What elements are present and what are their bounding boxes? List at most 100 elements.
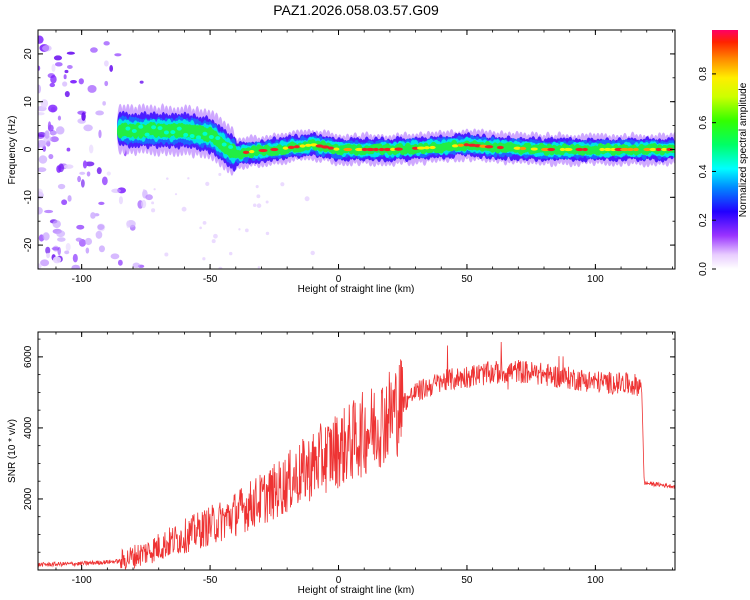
spectrogram-speck (229, 251, 233, 256)
spectrogram-peak-cell (620, 147, 630, 152)
spectrogram-noise-blob (86, 171, 91, 177)
spectrogram-peak-cell (547, 147, 556, 152)
spectrogram-ridge-highlight (138, 124, 144, 129)
spectrogram-peak-cell (365, 147, 375, 152)
spectrogram-y-tick-label: 0 (23, 146, 34, 152)
spectrogram-noise-blob (87, 84, 97, 93)
spectrogram-ridge-highlight (215, 136, 221, 141)
spectrogram-noise-blob (101, 176, 108, 186)
spectrogram-speck (244, 228, 249, 233)
spectrogram-noise-blob (109, 64, 114, 72)
spectrogram-noise-blob (55, 126, 65, 135)
spectrogram-noise-blob (57, 237, 66, 242)
spectrogram-ridge-highlight (221, 142, 227, 147)
spectrogram-noise-blob (102, 101, 106, 106)
spectrogram-noise-blob (118, 196, 124, 205)
spectrogram-peak-cell (496, 145, 504, 150)
spectrogram-noise-blob (38, 35, 44, 44)
spectrogram-peak-cell (540, 147, 551, 152)
spectrogram-ridge-highlight (144, 132, 150, 137)
spectrogram-peak-cell (582, 147, 588, 152)
spectrogram-noise-blob (65, 243, 71, 252)
spectrogram-peak-cell (626, 147, 634, 152)
spectrogram-y-tick-label: -10 (23, 190, 34, 205)
spectrogram-noise-blob (77, 175, 82, 183)
spectrogram-noise-blob (42, 232, 50, 241)
spectrogram-x-axis-label: Height of straight line (km) (298, 284, 415, 295)
spectrogram-noise-blob (98, 201, 105, 205)
spectrogram-peak-cell (610, 147, 617, 152)
spectrogram-peak-cell (416, 146, 426, 150)
spectrogram-peak-cell (457, 143, 464, 147)
spectrogram-noise-blob (84, 161, 88, 166)
spectrogram-ridge-highlight (183, 132, 189, 137)
spectrogram-noise-blob (81, 112, 86, 121)
chart-title: PAZ1.2026.058.03.57.G09 (273, 2, 439, 18)
spectrogram-noise-blob (78, 78, 84, 85)
spectrogram-noise-blob (103, 60, 109, 67)
spectrogram-noise-blob (132, 262, 141, 269)
spectrogram-peak-cell (394, 147, 403, 151)
spectrogram-peak-cell (563, 147, 573, 152)
spectrogram-speck (265, 200, 269, 204)
spectrogram-noise-blob (126, 220, 130, 229)
spectrogram-noise-blob (66, 65, 73, 70)
colorbar-tick-label: 0.2 (698, 213, 709, 227)
spectrogram-noise-blob (38, 65, 41, 71)
spectrogram-peak-cell (451, 144, 459, 148)
spectrogram-noise-blob (38, 112, 45, 116)
spectrogram-noise-blob (38, 140, 47, 148)
spectrogram-noise-blob (53, 55, 63, 61)
spectrogram-peak-cell (390, 147, 396, 151)
spectrogram-noise-blob (96, 167, 102, 175)
spectrogram-speck (164, 252, 169, 257)
spectrogram-speck (238, 228, 241, 231)
spectrogram-x-tick-label: 100 (587, 274, 604, 285)
spectrogram-ridge-highlight (189, 134, 195, 139)
spectrogram-noise-blob (64, 90, 70, 98)
snr-x-tick-label: 100 (587, 575, 604, 586)
spectrogram-noise-blob (38, 131, 47, 138)
spectrogram-noise-blob (70, 80, 77, 84)
spectrogram-ridge-highlight (163, 130, 169, 135)
spectrogram-noise-blob (48, 153, 54, 160)
spectrogram-noise-blob (44, 209, 54, 214)
spectrogram-x-tick-label: -100 (72, 274, 92, 285)
spectrogram-speck (153, 188, 156, 191)
spectrogram-ridge-highlight (151, 125, 157, 130)
spectrogram-peak-cell (373, 147, 379, 152)
spectrogram-noise-blob (110, 253, 120, 260)
spectrogram-speck (142, 189, 146, 192)
spectrogram-noise-blob (79, 171, 86, 175)
spectrogram-noise-blob (84, 237, 93, 246)
spectrogram-peak-cell (599, 147, 605, 152)
spectrogram-noise-blob (56, 165, 62, 173)
spectrogram-peak-cell (649, 147, 657, 152)
spectrogram-noise-blob (62, 81, 68, 87)
spectrogram-speck (255, 185, 259, 189)
spectrogram-speck (211, 239, 216, 244)
colorbar-tick-label: 0.8 (698, 67, 709, 81)
spectrogram-noise-blob (38, 188, 43, 197)
spectrogram-speck (310, 250, 315, 256)
spectrogram-speck (213, 233, 218, 239)
spectrogram-peak-cell (333, 147, 340, 151)
spectrogram-peak-cell (299, 144, 306, 148)
spectrogram-noise-blob (38, 155, 48, 164)
spectrogram-noise-blob (38, 84, 42, 94)
spectrogram-peak-cell (327, 146, 334, 150)
spectrogram-ridge-highlight (170, 130, 176, 135)
spectrogram-noise-blob (139, 80, 144, 84)
spectrogram-peak-cell (383, 147, 392, 152)
spectrogram-speck (166, 177, 169, 180)
spectrogram-peak-cell (424, 146, 430, 150)
spectrogram-x-tick-label: -50 (203, 274, 218, 285)
spectrogram-speck (202, 221, 207, 225)
snr-panel: -100 -50 0 50 100 2000 4000 6000 Height of str… (7, 331, 676, 596)
spectrogram-noise-blob (50, 74, 57, 84)
spectrogram-peak-cell (249, 150, 255, 154)
spectrogram-peak-cell (666, 147, 674, 152)
spectrogram-noise-blob (97, 223, 106, 232)
